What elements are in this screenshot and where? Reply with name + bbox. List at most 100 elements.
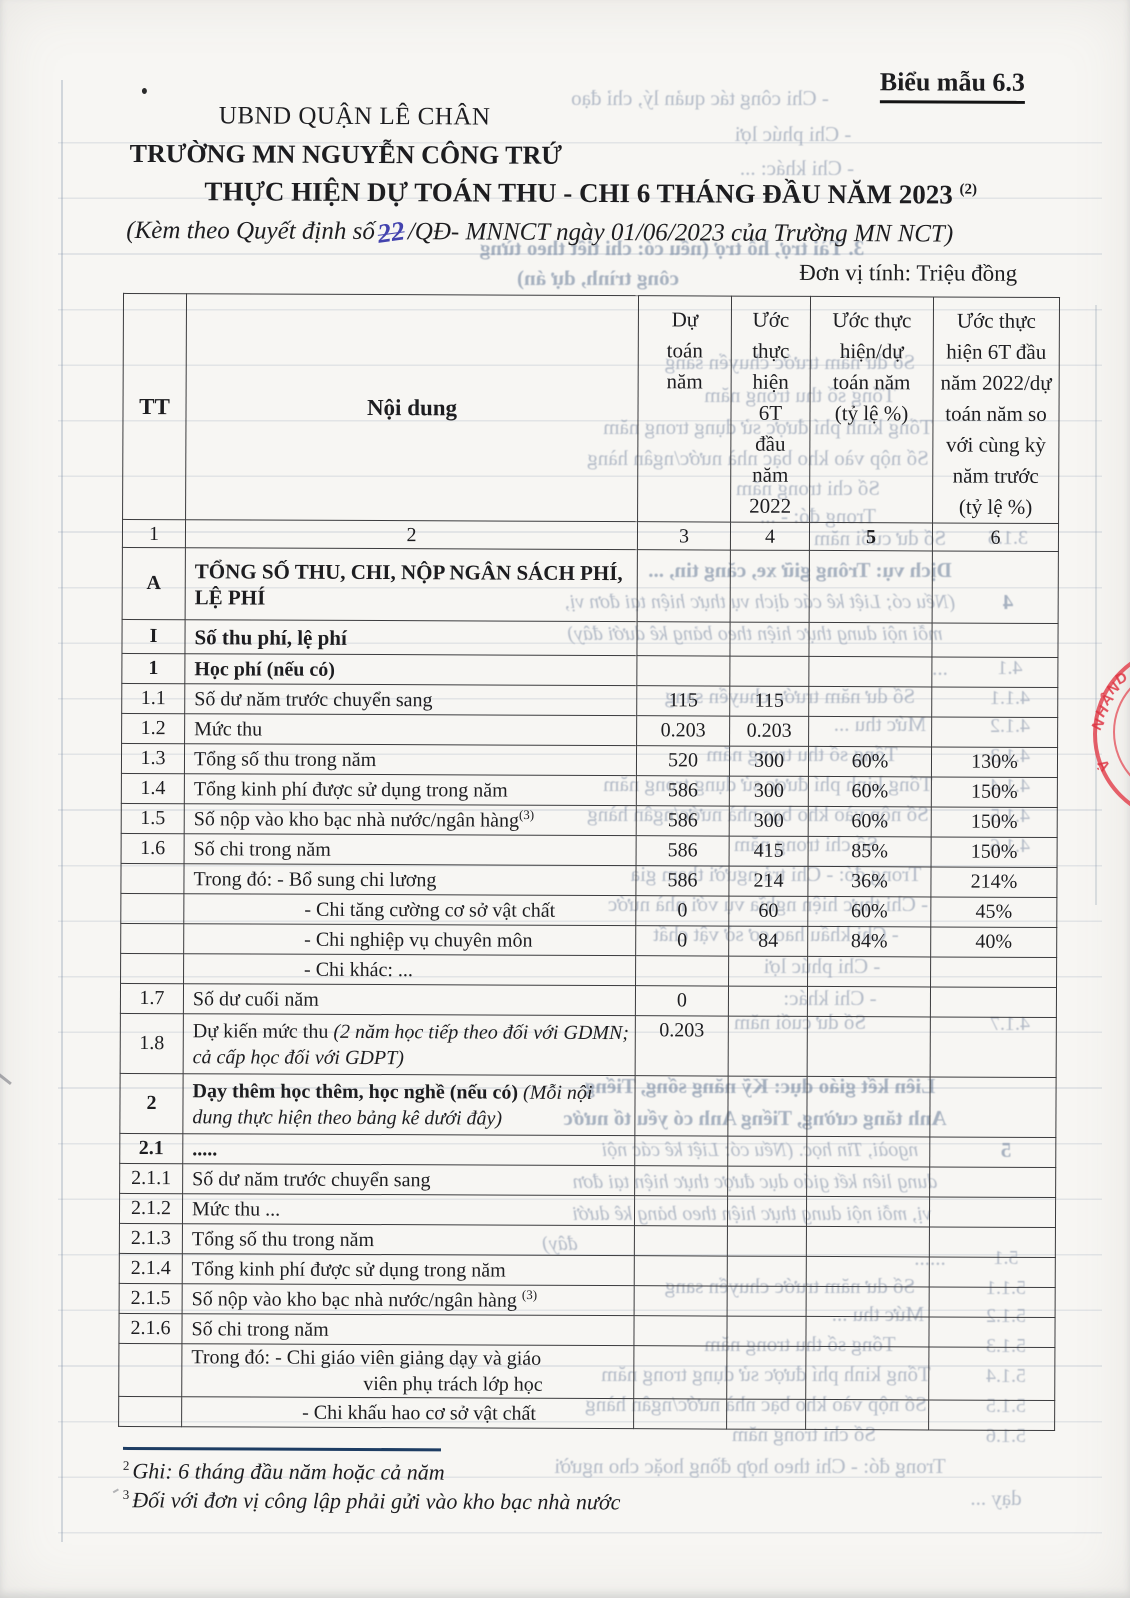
row-value-c6 xyxy=(928,1316,1056,1348)
table-row: 2.1.2 Mức thu ... xyxy=(119,1193,1056,1228)
row-content: Số dư cuối năm xyxy=(183,983,636,1016)
row-content: Số nộp vào kho bạc nhà nước/ngân hàng (3… xyxy=(182,1283,635,1316)
row-value-c6 xyxy=(931,622,1059,658)
row-tt: 2.1.1 xyxy=(119,1163,183,1194)
table-row: 2.1..... xyxy=(119,1133,1056,1168)
table-row: - Chi nghiệp vụ chuyên môn 0 84 84% 40% xyxy=(120,923,1057,958)
footnote-reference: (3) xyxy=(521,1286,538,1302)
row-value-c3 xyxy=(634,1075,729,1137)
column-number-row: 1 2 3 4 5 6 xyxy=(122,519,1059,552)
table-row: 1 Học phí (nếu có) xyxy=(121,653,1058,688)
row-tt: 1.7 xyxy=(120,983,184,1014)
row-value-c6 xyxy=(929,1166,1056,1198)
row-content: Tổng kinh phí được sử dụng trong năm xyxy=(184,773,637,806)
column-number: 2 xyxy=(185,519,638,550)
row-content: Mức thu ... xyxy=(182,1193,635,1226)
row-value-c4 xyxy=(727,1166,807,1197)
table-row: Trong đó: - Bổ sung chi lương 586 214 36% 21… xyxy=(120,863,1058,898)
row-value-c3: 0 xyxy=(635,895,729,927)
row-value-c6 xyxy=(929,1196,1056,1228)
column-number: 1 xyxy=(122,519,186,548)
table-row: Trong đó: - Chi giáo viên giảng dạy và g… xyxy=(118,1343,1055,1401)
subtitle-suffix: /QĐ- MNNCT ngày 01/06/2023 của Trường MN… xyxy=(407,218,954,248)
row-tt: 2.1.3 xyxy=(119,1223,183,1254)
row-content: Trong đó: - Bổ sung chi lương xyxy=(183,863,637,896)
row-value-c5: 60% xyxy=(808,746,932,777)
stray-pen-mark xyxy=(112,1488,119,1494)
row-tt: 1 xyxy=(121,653,185,684)
row-value-c5: 60% xyxy=(808,776,932,807)
row-value-c6 xyxy=(929,1076,1057,1138)
table-row: 2 Dạy thêm học thêm, học nghề (nếu có) (M… xyxy=(119,1073,1057,1138)
footnote-separator xyxy=(122,1446,441,1451)
row-value-c4 xyxy=(728,1016,808,1077)
row-value-c5 xyxy=(806,1196,930,1227)
row-tt: 1.2 xyxy=(121,713,185,744)
footnote-text: Ghi: 6 tháng đầu năm hoặc cả năm xyxy=(132,1458,445,1485)
table-row: 2.1.6 Số chi trong năm xyxy=(118,1313,1056,1348)
row-value-c6 xyxy=(930,986,1057,1018)
row-value-c4: 214 xyxy=(728,866,809,897)
row-value-c4 xyxy=(727,1136,807,1167)
row-value-c3: 0 xyxy=(635,985,729,1017)
row-tt: 1.4 xyxy=(121,773,185,804)
subtitle-prefix: (Kèm theo Quyết định số xyxy=(126,216,375,246)
row-value-c4 xyxy=(727,1286,807,1317)
row-value-c4: 60 xyxy=(728,896,808,927)
row-value-c5: 36% xyxy=(807,866,932,897)
row-value-c3 xyxy=(634,1225,728,1257)
row-value-c5 xyxy=(808,656,932,687)
row-value-c5 xyxy=(806,1136,930,1167)
row-content: Trong đó: - Chi giáo viên giảng dạy và g… xyxy=(181,1343,634,1399)
row-value-c3 xyxy=(633,1398,727,1430)
row-value-c5 xyxy=(808,686,932,717)
header-du-toan-nam: Dự toán năm xyxy=(637,295,732,523)
row-value-c6 xyxy=(930,1016,1057,1078)
row-tt: 2.1.4 xyxy=(119,1253,183,1284)
row-content: TỔNG SỐ THU, CHI, NỘP NGÂN SÁCH PHÍ, LỆ … xyxy=(185,547,638,622)
row-value-c6 xyxy=(928,1399,1055,1431)
row-value-c5 xyxy=(808,622,933,657)
column-number: 4 xyxy=(730,522,810,551)
bleed-vertical-line-left xyxy=(61,80,63,1542)
header-tt: TT xyxy=(122,293,187,520)
row-value-c3 xyxy=(634,1195,728,1227)
row-value-c4 xyxy=(728,956,808,987)
row-value-c5 xyxy=(805,1346,929,1400)
row-value-c3: 115 xyxy=(636,685,730,717)
report-subtitle: (Kèm theo Quyết định số22/QĐ- MNNCT ngày… xyxy=(126,214,954,248)
row-value-c6: 130% xyxy=(931,746,1058,778)
row-value-c4 xyxy=(726,1399,806,1430)
row-value-c6 xyxy=(931,656,1058,688)
row-value-c3 xyxy=(637,549,731,623)
column-number: 3 xyxy=(637,521,731,551)
row-content: - Chi khác: ... xyxy=(183,953,636,986)
row-content: Tổng số thu trong năm xyxy=(182,1223,635,1256)
row-value-c5 xyxy=(807,956,931,987)
table-row: - Chi tăng cường cơ sở vật chất 0 60 60% 45% xyxy=(120,893,1057,928)
footnote-2: 2 Ghi: 6 tháng đầu năm hoặc cả năm xyxy=(123,1458,445,1486)
row-value-c3 xyxy=(633,1345,727,1400)
row-tt: A xyxy=(122,547,186,620)
row-tt: 1.5 xyxy=(121,803,185,834)
row-value-c4 xyxy=(727,1196,807,1227)
column-number: 5 xyxy=(809,522,933,551)
row-value-c6: 150% xyxy=(931,836,1058,868)
table-row: 1.8 Dự kiến mức thu (2 năm học tiếp theo … xyxy=(120,1013,1057,1078)
row-value-c3 xyxy=(634,1255,728,1287)
table-row: 1.1 Số dư năm trước chuyển sang 115 115 xyxy=(121,683,1058,718)
row-value-c3: 586 xyxy=(636,805,730,837)
row-tt: 1.1 xyxy=(121,683,185,714)
row-value-c5: 84% xyxy=(807,926,931,957)
table-header-row: TT Nội dung Dự toán năm Ước thực hiện 6T… xyxy=(122,293,1060,524)
row-content: - Chi nghiệp vụ chuyên môn xyxy=(183,923,636,956)
table-row: I Số thu phí, lệ phí xyxy=(121,619,1059,658)
table-row: - Chi khác: ... xyxy=(120,953,1057,988)
row-value-c3: 586 xyxy=(635,865,730,897)
row-content: - Chi khấu hao cơ sở vật chất xyxy=(181,1396,634,1429)
table-row: 1.2 Mức thu 0.203 0.203 xyxy=(121,713,1058,748)
row-value-c4 xyxy=(727,1226,807,1257)
row-value-c4 xyxy=(726,1346,806,1400)
